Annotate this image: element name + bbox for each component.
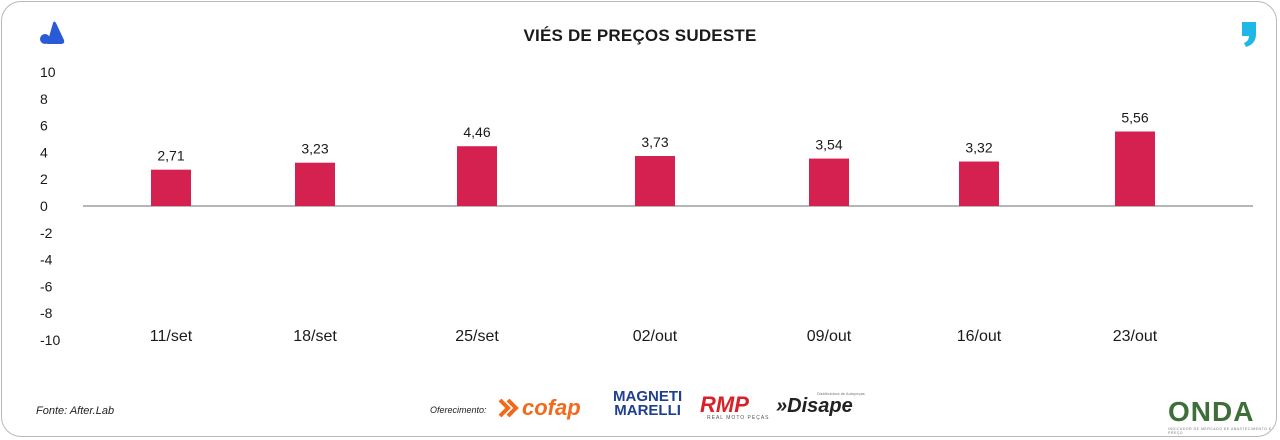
onda-brand: ONDA [1168,396,1255,427]
sponsor-rmp-subtitle: REAL MOTO PEÇAS [707,415,770,421]
cofap-logo-icon [498,398,519,418]
onda-brand-subtitle: INDICADOR DE MERCADO DE ABASTECIMENTO E … [1168,427,1272,435]
magneti-line-1: MAGNETI [613,388,683,405]
brand-logo-a-icon [40,21,65,44]
sponsor-magneti-marelli: MAGNETI MARELLI [613,388,683,419]
disape-name: Disape [787,395,853,417]
brand-comma-icon [1242,22,1256,47]
source-note: Fonte: After.Lab [36,405,115,417]
sponsor-cofap: cofap [522,395,581,420]
offer-label: Oferecimento: [430,405,487,415]
magneti-line-2: MARELLI [614,402,681,419]
chart-title: VIÉS DE PREÇOS SUDESTE [523,26,757,45]
sponsor-disape-subtitle: Distribuidora de Autopeças [817,391,865,396]
sponsor-disape: »Disape [776,395,853,417]
sponsor-rmp: RMP [700,392,749,417]
